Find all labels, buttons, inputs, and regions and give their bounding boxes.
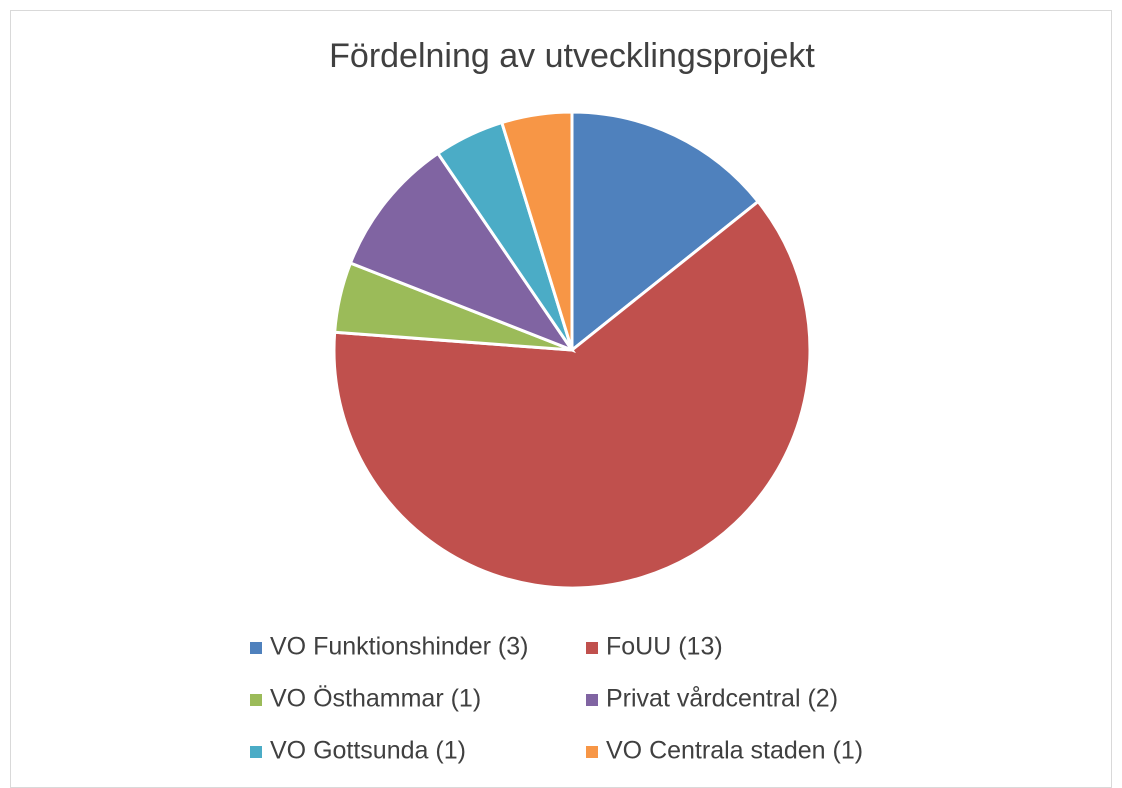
legend-swatch xyxy=(586,746,598,758)
legend-label: VO Centrala staden (1) xyxy=(606,737,863,765)
pie-slice xyxy=(348,151,576,354)
legend-swatch xyxy=(250,694,262,706)
legend-swatch xyxy=(250,642,262,654)
legend-swatch xyxy=(250,746,262,758)
legend-swatch xyxy=(586,642,598,654)
legend-label: VO Östhammar (1) xyxy=(270,685,481,713)
pie-slice xyxy=(570,110,761,354)
pie-slice xyxy=(332,199,812,590)
legend-label: Privat vårdcentral (2) xyxy=(606,685,838,713)
pie-slice xyxy=(499,110,574,351)
legend-label: VO Funktionshinder (3) xyxy=(270,633,528,661)
chart-title: Fördelning av utvecklingsprojekt xyxy=(329,37,815,75)
legend-label: VO Gottsunda (1) xyxy=(270,737,466,765)
legend-swatch xyxy=(586,694,598,706)
legend-label: FoUU (13) xyxy=(606,633,723,661)
